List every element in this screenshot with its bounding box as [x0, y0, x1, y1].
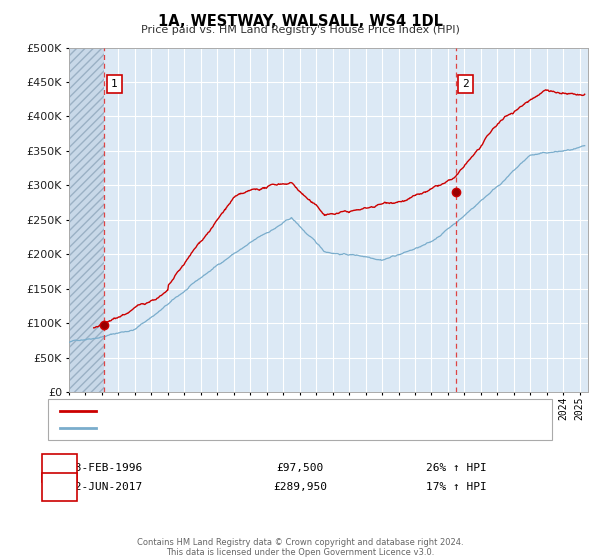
Text: 1A, WESTWAY, WALSALL, WS4 1DL: 1A, WESTWAY, WALSALL, WS4 1DL	[157, 14, 443, 29]
Text: 1: 1	[56, 463, 63, 473]
Text: 1A, WESTWAY, WALSALL, WS4 1DL (detached house): 1A, WESTWAY, WALSALL, WS4 1DL (detached …	[105, 405, 380, 416]
Text: £97,500: £97,500	[277, 463, 323, 473]
Bar	[69, 48, 104, 392]
Text: 2: 2	[462, 79, 469, 89]
Text: 17% ↑ HPI: 17% ↑ HPI	[425, 482, 487, 492]
Text: HPI: Average price, detached house, Walsall: HPI: Average price, detached house, Wals…	[105, 423, 335, 433]
Text: Contains HM Land Registry data © Crown copyright and database right 2024.
This d: Contains HM Land Registry data © Crown c…	[137, 538, 463, 557]
Text: 2: 2	[56, 482, 63, 492]
Text: 1: 1	[111, 79, 118, 89]
Text: 26% ↑ HPI: 26% ↑ HPI	[425, 463, 487, 473]
Text: Price paid vs. HM Land Registry's House Price Index (HPI): Price paid vs. HM Land Registry's House …	[140, 25, 460, 35]
Text: 22-JUN-2017: 22-JUN-2017	[68, 482, 142, 492]
Text: 23-FEB-1996: 23-FEB-1996	[68, 463, 142, 473]
Text: £289,950: £289,950	[273, 482, 327, 492]
